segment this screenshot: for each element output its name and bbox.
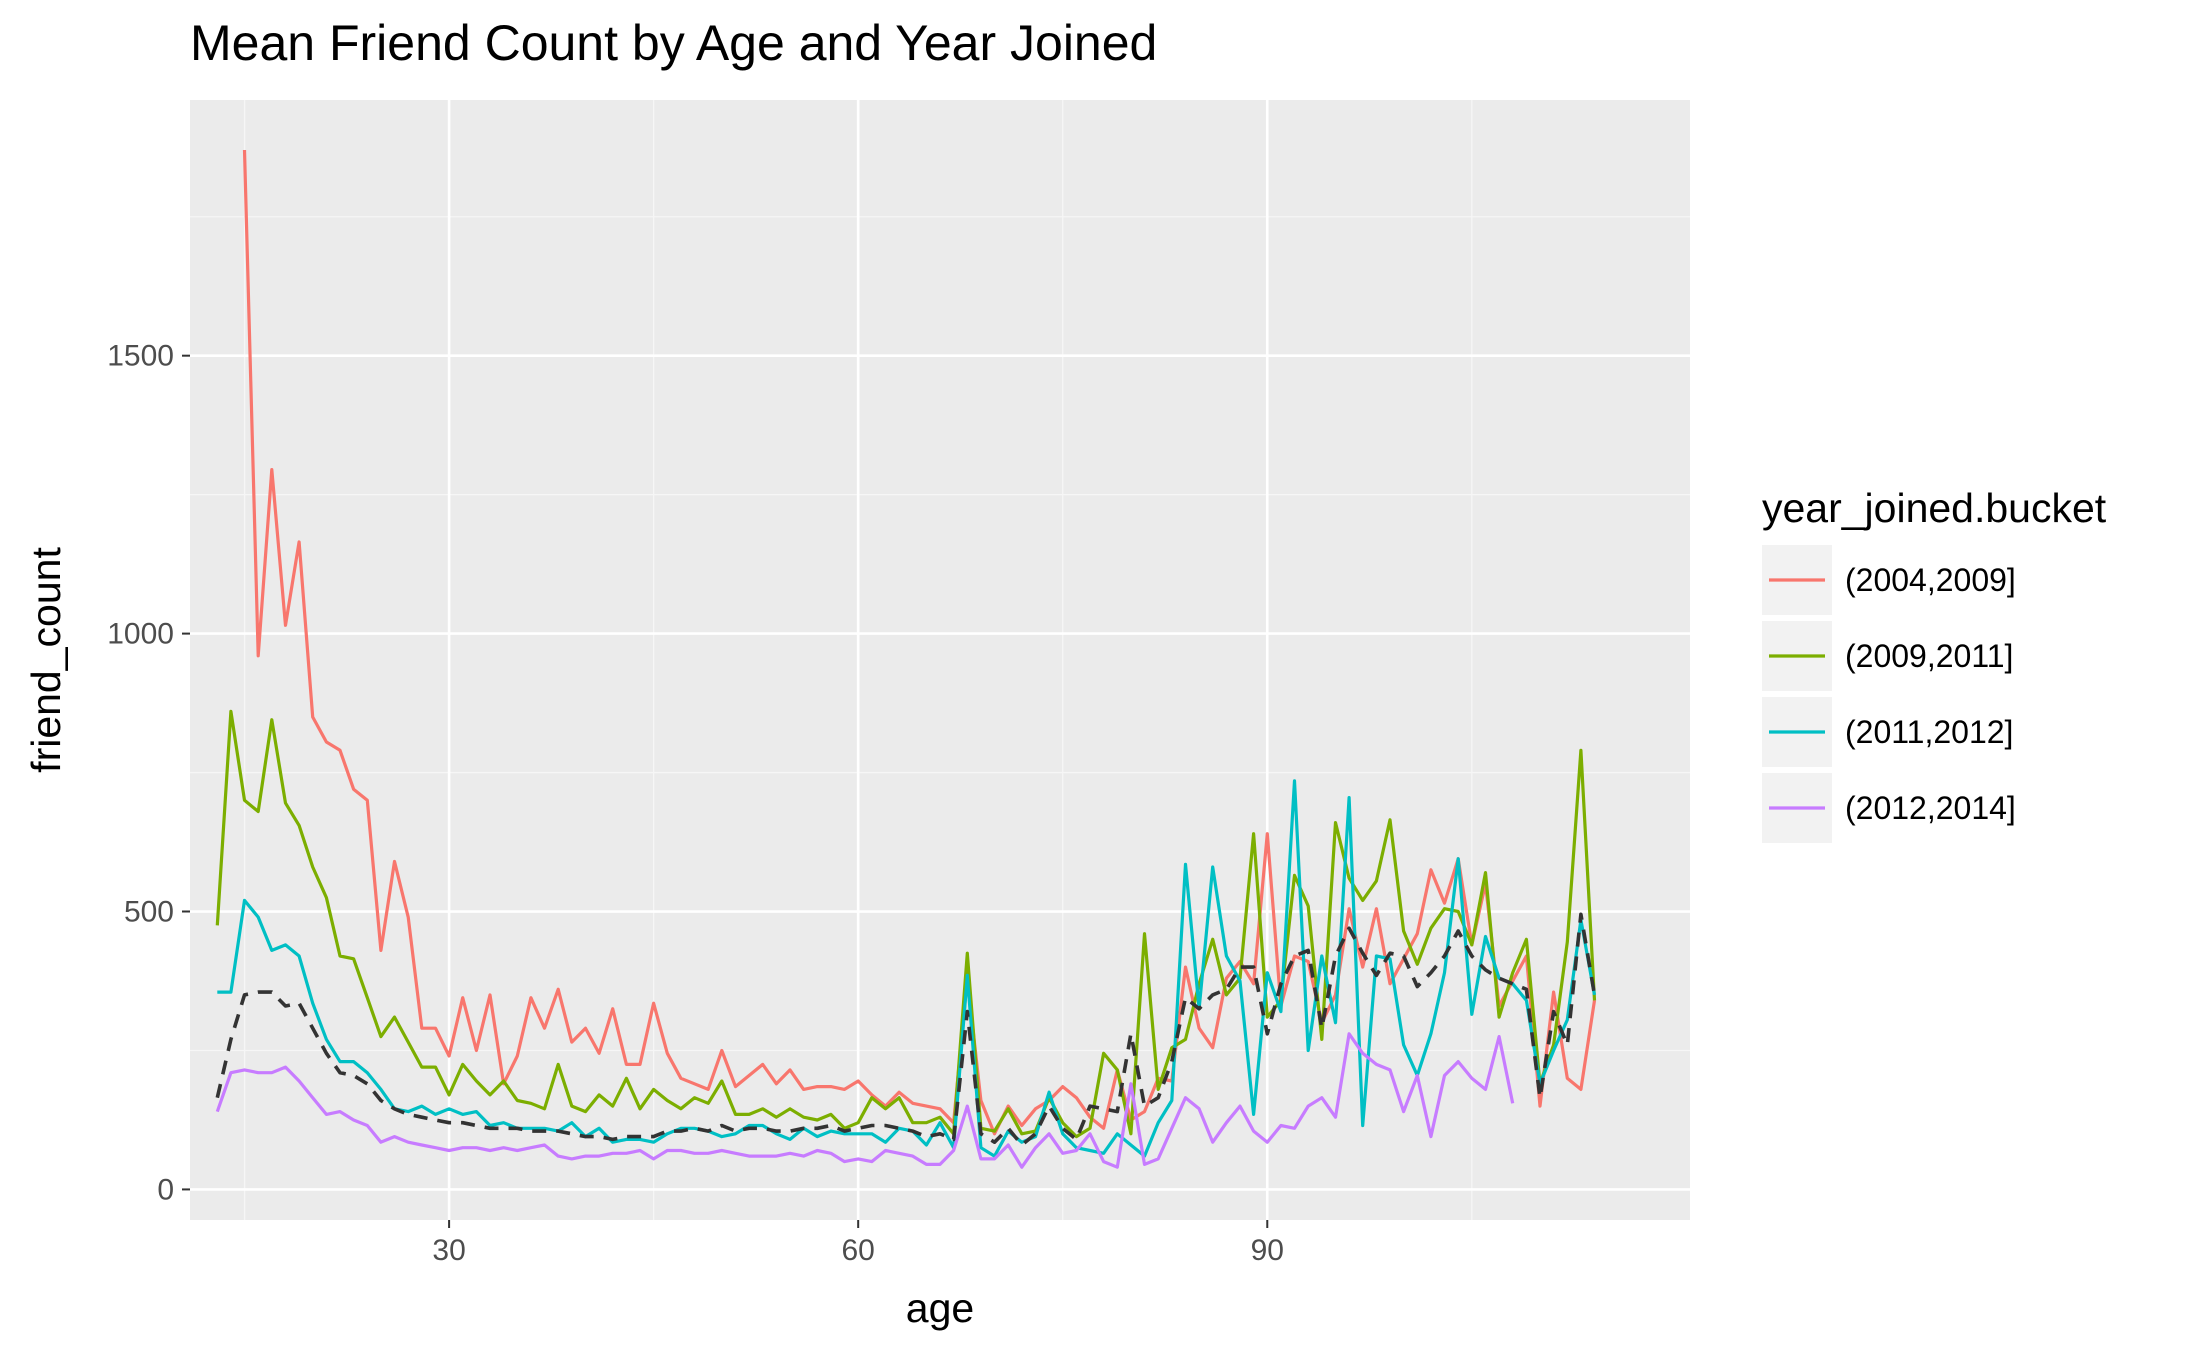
legend: year_joined.bucket (2004,2009] (2009,2011… bbox=[1762, 485, 2107, 843]
series-line-0 bbox=[242, 149, 1597, 1136]
y-axis: 0 500 1000 1500 bbox=[107, 340, 190, 1206]
y-tick-label: 500 bbox=[124, 896, 174, 929]
series-lines bbox=[215, 149, 1597, 1169]
minor-gridlines bbox=[190, 100, 1690, 1220]
x-axis: 30 60 90 bbox=[432, 1220, 1284, 1267]
series-line-2 bbox=[217, 779, 1597, 1158]
overall-mean-dashed-line bbox=[215, 912, 1597, 1147]
y-tick-label: 0 bbox=[157, 1173, 174, 1206]
y-tick-label: 1000 bbox=[107, 618, 174, 651]
y-axis-title: friend_count bbox=[23, 547, 69, 773]
y-tick-label: 1500 bbox=[107, 340, 174, 373]
x-tick-label: 90 bbox=[1251, 1234, 1284, 1267]
x-tick-label: 60 bbox=[841, 1234, 874, 1267]
x-tick-label: 30 bbox=[432, 1234, 465, 1267]
chart-title: Mean Friend Count by Age and Year Joined bbox=[190, 15, 1157, 71]
legend-label: (2009,2011] bbox=[1845, 638, 2013, 674]
x-axis-title: age bbox=[906, 1285, 974, 1331]
legend-label: (2012,2014] bbox=[1845, 790, 2016, 826]
series-line-3 bbox=[215, 1032, 1515, 1169]
plot-panel bbox=[190, 100, 1690, 1220]
legend-label: (2004,2009] bbox=[1845, 562, 2016, 598]
legend-label: (2011,2012] bbox=[1845, 714, 2013, 750]
legend-title: year_joined.bucket bbox=[1762, 485, 2107, 531]
series-line-1 bbox=[215, 709, 1597, 1139]
